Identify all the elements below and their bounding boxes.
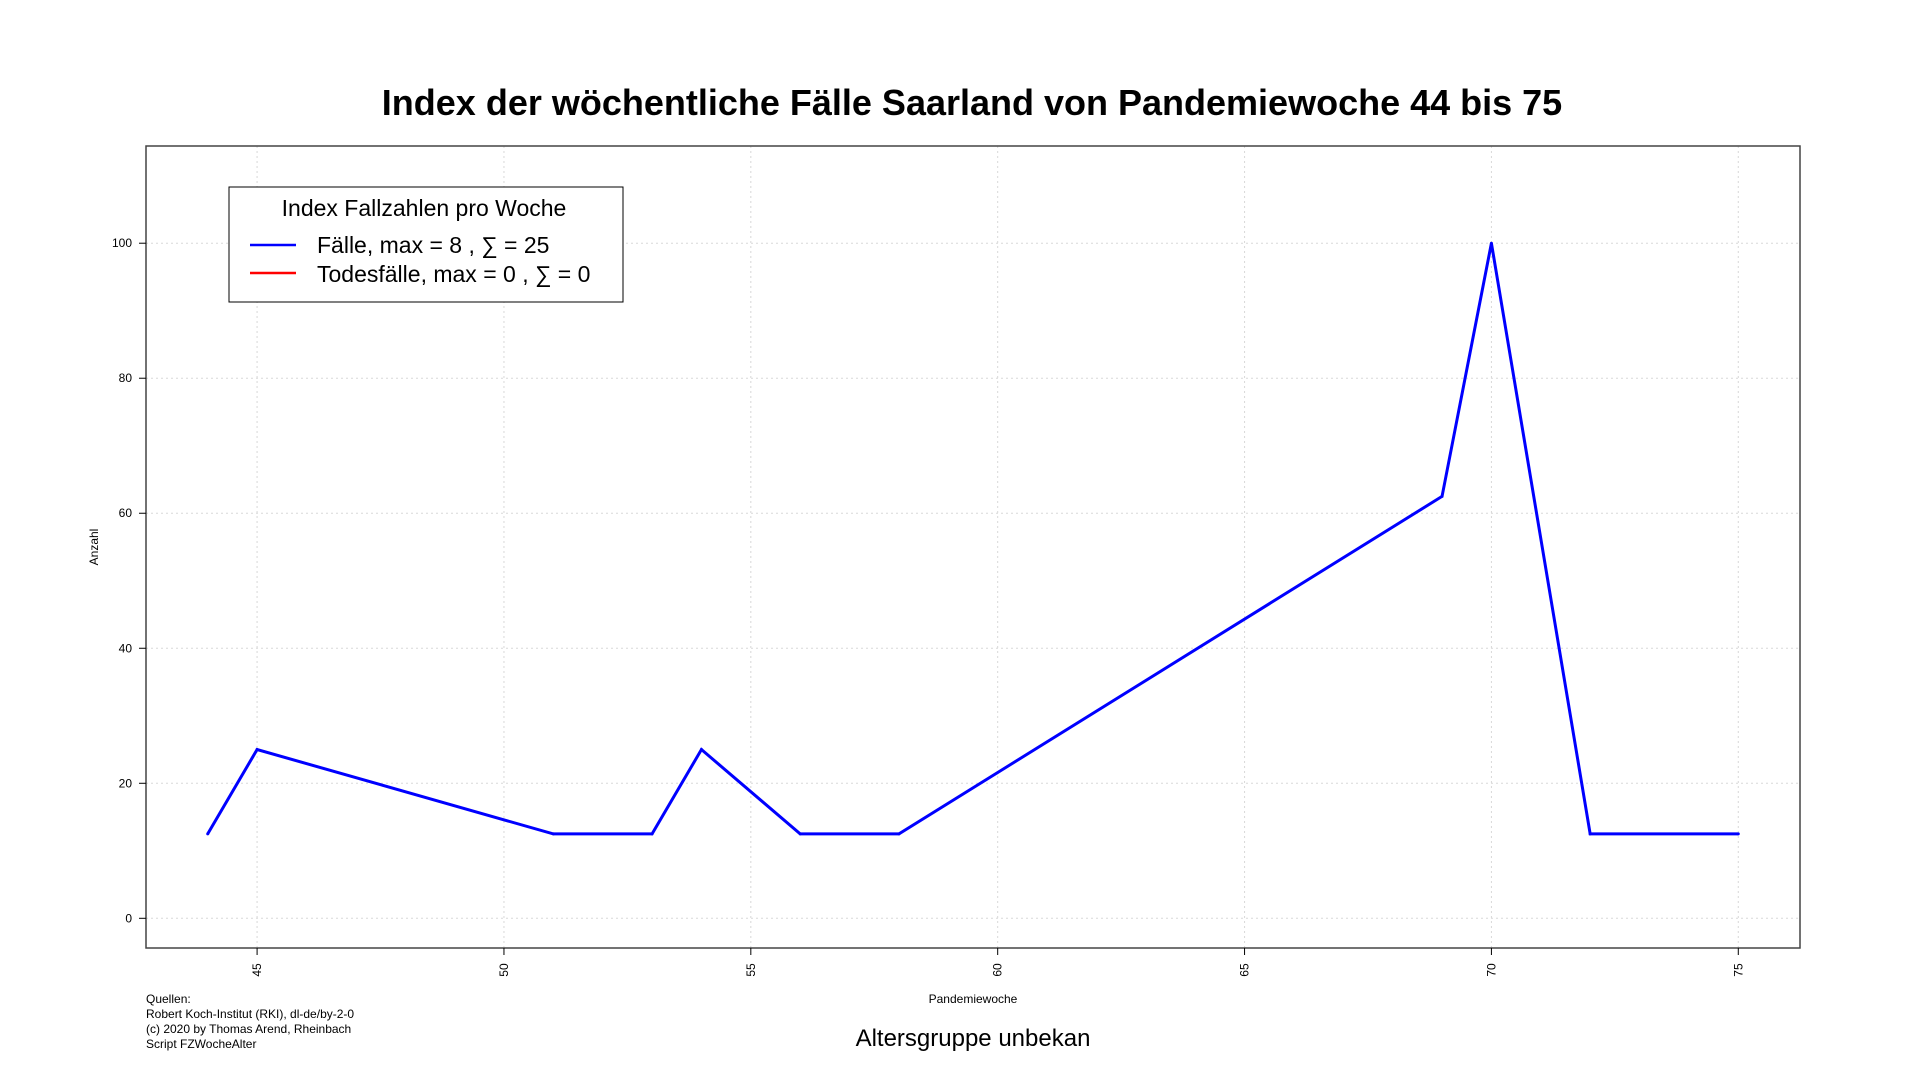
y-tick-label: 60 [119, 506, 133, 520]
x-tick-label: 70 [1484, 963, 1498, 977]
data-point [798, 832, 802, 836]
chart-subtitle: Altersgruppe unbekan [856, 1025, 1091, 1052]
source-line: Script FZWocheAlter [146, 1037, 256, 1051]
data-point [551, 832, 555, 836]
x-axis: 45 50 55 60 65 70 75 [250, 948, 1745, 977]
data-point [1736, 832, 1740, 836]
x-tick-label: 60 [991, 963, 1005, 977]
plot-frame [145, 145, 1801, 949]
y-tick-label: 100 [112, 236, 132, 250]
grid [146, 146, 1800, 948]
x-axis-label: Pandemiewoche [929, 992, 1018, 1006]
y-tick-label: 0 [125, 911, 132, 925]
data-point [897, 832, 901, 836]
legend-label-todesfaelle: Todesfälle, max = 0 , ∑ = 0 [317, 261, 590, 287]
x-tick-label: 45 [250, 963, 264, 977]
chart-title: Index der wöchentliche Fälle Saarland vo… [382, 82, 1562, 123]
x-tick-label: 55 [744, 963, 758, 977]
x-tick-label: 75 [1731, 963, 1745, 977]
x-tick-label: 50 [497, 963, 511, 977]
data-point [1489, 241, 1493, 245]
data-point [206, 832, 210, 836]
y-tick-label: 80 [119, 371, 133, 385]
source-line: Robert Koch-Institut (RKI), dl-de/by-2-0 [146, 1007, 354, 1021]
x-tick-label: 65 [1238, 963, 1252, 977]
series-group [206, 241, 1740, 836]
legend: Index Fallzahlen pro Woche Fälle, max = … [228, 186, 624, 303]
source-line: Quellen: [146, 992, 191, 1006]
data-point [255, 748, 259, 752]
source-line: (c) 2020 by Thomas Arend, Rheinbach [146, 1022, 351, 1036]
data-point [650, 832, 654, 836]
data-point [699, 748, 703, 752]
y-tick-label: 20 [119, 776, 133, 790]
series-line-faelle [206, 242, 1739, 836]
sources-note: Quellen: Robert Koch-Institut (RKI), dl-… [146, 992, 354, 1051]
y-axis: 0 20 40 60 80 100 [112, 236, 146, 925]
y-axis-label: Anzahl [87, 529, 101, 566]
legend-title: Index Fallzahlen pro Woche [282, 195, 567, 221]
legend-label-faelle: Fälle, max = 8 , ∑ = 25 [317, 232, 549, 258]
y-tick-label: 40 [119, 641, 133, 655]
data-point [1588, 832, 1592, 836]
data-point [1440, 494, 1444, 498]
